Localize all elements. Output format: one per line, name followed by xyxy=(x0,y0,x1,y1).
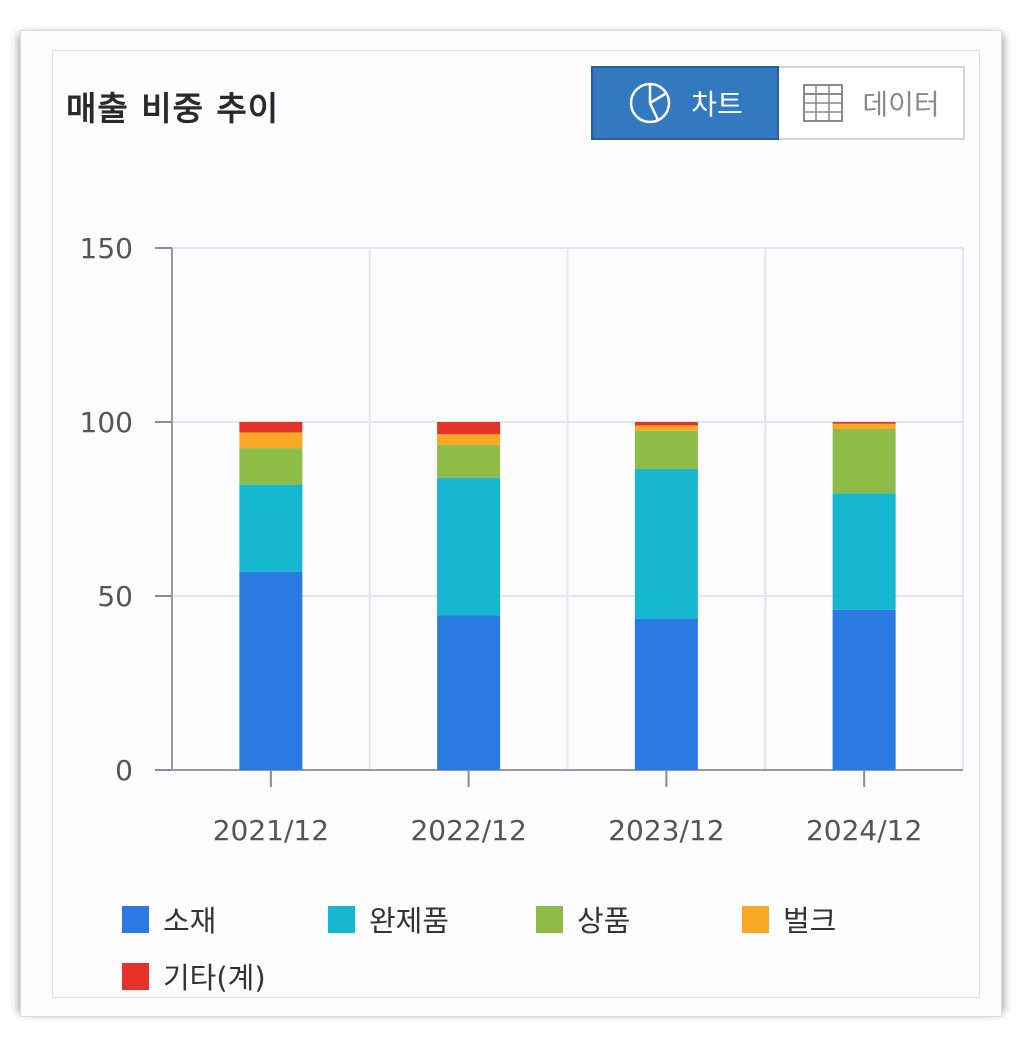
table-grid-icon xyxy=(803,84,844,122)
bar-segment xyxy=(832,609,896,770)
view-toggle: 차트 데이터 xyxy=(591,66,965,140)
x-tick-label: 2022/12 xyxy=(410,814,526,847)
bar-segment xyxy=(437,434,501,445)
y-tick-label: 50 xyxy=(97,580,133,613)
data-view-label: 데이터 xyxy=(862,88,940,121)
legend-label: 완제품 xyxy=(369,904,450,938)
legend-label: 기타(계) xyxy=(163,961,266,995)
legend-item[interactable]: 완제품 xyxy=(328,898,449,940)
bar-segment xyxy=(634,430,698,469)
bar-segment xyxy=(832,493,896,610)
legend-item[interactable]: 소재 xyxy=(122,898,216,940)
chart-card xyxy=(52,50,980,998)
data-view-button[interactable]: 데이터 xyxy=(779,66,965,140)
bar-segment xyxy=(437,615,501,770)
legend-item[interactable]: 상품 xyxy=(536,898,630,940)
legend-item[interactable]: 기타(계) xyxy=(122,955,266,997)
y-tick-label: 0 xyxy=(115,754,133,787)
chart-view-button[interactable]: 차트 xyxy=(591,66,779,140)
legend-label: 상품 xyxy=(577,904,631,938)
legend-item[interactable]: 벌크 xyxy=(742,898,836,940)
legend-swatch xyxy=(122,905,149,933)
bar-segment xyxy=(832,428,896,494)
bar-segment xyxy=(437,477,501,616)
page-title: 매출 비중 추이 xyxy=(66,89,280,128)
pie-chart-icon xyxy=(629,82,671,124)
legend-swatch xyxy=(328,905,355,933)
bar-segment xyxy=(832,423,896,429)
bar-segment xyxy=(239,432,303,449)
bar-segment xyxy=(239,448,303,485)
legend-label: 벌크 xyxy=(783,904,837,938)
x-tick-label: 2024/12 xyxy=(806,814,922,847)
legend-swatch xyxy=(742,905,769,933)
chart-view-label: 차트 xyxy=(691,88,743,121)
x-tick-label: 2021/12 xyxy=(213,814,329,847)
bar-segment xyxy=(437,422,501,435)
stacked-bar-chart: 0 50 100 150 2021/12 2022/12 2023/12 2024/12 xyxy=(80,232,964,847)
bar-segment xyxy=(437,444,501,478)
y-tick-label: 150 xyxy=(80,232,133,265)
bar-segment xyxy=(239,484,303,572)
bar-segment xyxy=(832,422,896,424)
legend-swatch xyxy=(536,905,563,933)
x-tick-label: 2023/12 xyxy=(608,814,724,847)
y-tick-label: 100 xyxy=(80,406,133,439)
legend-label: 소재 xyxy=(163,904,217,938)
bar-segment xyxy=(634,422,698,426)
bar-segment xyxy=(634,425,698,431)
bar-segment xyxy=(634,618,698,770)
legend-swatch xyxy=(122,962,149,990)
bar-segment xyxy=(239,571,303,770)
bar-segment xyxy=(634,468,698,619)
bar-segment xyxy=(239,422,303,433)
